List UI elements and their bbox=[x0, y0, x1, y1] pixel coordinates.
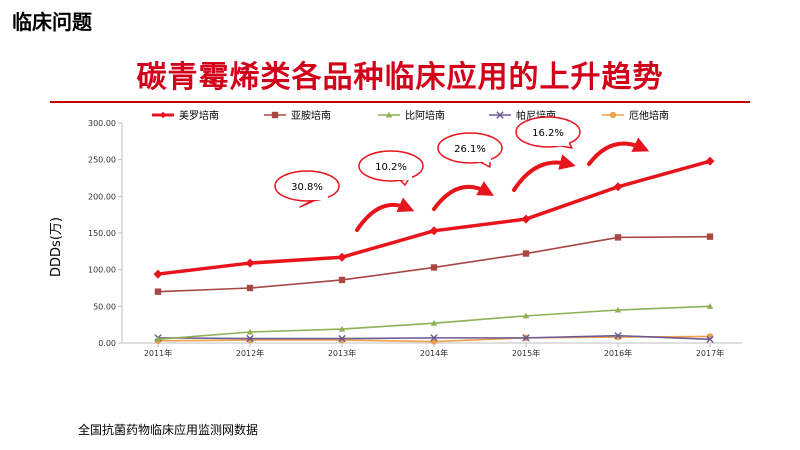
data-point bbox=[613, 182, 623, 192]
legend-item: 美罗培南 bbox=[152, 109, 219, 122]
data-point bbox=[430, 334, 438, 342]
growth-rate-label: 26.1% bbox=[454, 144, 486, 155]
x-tick-label: 2013年 bbox=[328, 348, 356, 358]
data-point bbox=[246, 328, 254, 335]
page-title: 碳青霉烯类各品种临床应用的上升趋势 bbox=[136, 60, 664, 95]
data-point bbox=[609, 111, 617, 119]
data-point bbox=[246, 284, 254, 292]
legend-label: 美罗培南 bbox=[179, 109, 219, 122]
growth-annotation: 10.2% bbox=[358, 150, 495, 211]
data-point bbox=[154, 336, 162, 342]
legend-label: 比阿培南 bbox=[405, 109, 445, 122]
y-tick-label: 50.00 bbox=[93, 302, 116, 311]
callout-bubble bbox=[515, 116, 581, 148]
growth-annotation: 16.2% bbox=[515, 116, 650, 166]
data-point bbox=[429, 226, 439, 236]
data-point bbox=[154, 288, 162, 295]
section-label: 临床问题 bbox=[12, 10, 92, 34]
data-point bbox=[338, 334, 346, 343]
data-point bbox=[271, 111, 279, 119]
line-chart: 0.00 50.00 100.00 150.00 200.00 250.00 300.00 2… bbox=[49, 109, 742, 358]
growth-annotation: 30.8% bbox=[274, 170, 415, 232]
y-tick-label: 150.00 bbox=[88, 229, 116, 238]
series-亚胺培南 bbox=[154, 233, 714, 295]
data-point bbox=[614, 234, 622, 241]
data-point bbox=[522, 250, 530, 257]
growth-rate-label: 10.2% bbox=[375, 162, 407, 173]
callout-join bbox=[396, 176, 412, 180]
legend-item: 比阿培南 bbox=[378, 109, 445, 122]
data-point bbox=[338, 325, 346, 332]
data-point-stroke bbox=[430, 334, 438, 342]
callout-join bbox=[553, 142, 569, 146]
data-point bbox=[337, 252, 347, 262]
y-tick-label: 300.00 bbox=[88, 119, 116, 128]
growth-rate-label: 16.2% bbox=[532, 128, 564, 139]
y-axis-title: DDDs(万) bbox=[49, 217, 64, 277]
data-point-stroke bbox=[338, 334, 346, 343]
growth-rate-label: 30.8% bbox=[291, 182, 323, 193]
callout-bubble bbox=[437, 132, 503, 164]
y-tick-label: 250.00 bbox=[88, 156, 116, 165]
callout-bubble bbox=[358, 150, 424, 182]
growth-annotation: 26.1% bbox=[437, 132, 576, 192]
series-line bbox=[156, 159, 712, 276]
data-point-stroke bbox=[496, 111, 504, 119]
growth-arrow bbox=[512, 154, 576, 192]
y-tick-label: 0.00 bbox=[98, 339, 116, 348]
callout-join bbox=[312, 196, 328, 200]
data-point bbox=[705, 156, 715, 166]
callout-join bbox=[475, 158, 491, 162]
data-point bbox=[430, 320, 438, 326]
data-point bbox=[706, 335, 714, 344]
x-tick-label: 2015年 bbox=[512, 348, 540, 358]
data-point bbox=[496, 111, 504, 119]
x-tick-label: 2016年 bbox=[604, 348, 632, 358]
data-point bbox=[522, 334, 530, 342]
data-point bbox=[338, 276, 346, 284]
growth-arrow bbox=[587, 137, 650, 166]
data-point-stroke bbox=[614, 331, 622, 340]
data-point bbox=[614, 306, 622, 313]
growth-arrow bbox=[432, 181, 495, 211]
legend-item: 厄他培南 bbox=[602, 109, 669, 122]
data-point bbox=[246, 334, 254, 343]
data-point bbox=[153, 269, 163, 279]
x-tick-label: 2017年 bbox=[696, 348, 724, 358]
data-point bbox=[430, 264, 438, 271]
x-tick-label: 2014年 bbox=[420, 348, 448, 358]
growth-arrow bbox=[355, 197, 415, 232]
data-point bbox=[521, 214, 531, 224]
callout-bubble bbox=[274, 170, 340, 202]
data-point bbox=[706, 233, 714, 240]
legend-item: 亚胺培南 bbox=[264, 109, 331, 122]
data-point bbox=[614, 331, 622, 340]
series-比阿培南 bbox=[154, 303, 714, 342]
x-tick-label: 2011年 bbox=[144, 348, 172, 358]
data-point-stroke bbox=[246, 334, 254, 343]
data-point-stroke bbox=[522, 334, 530, 342]
y-tick-label: 100.00 bbox=[88, 266, 116, 275]
x-tick-label: 2012年 bbox=[236, 348, 264, 358]
data-point bbox=[159, 111, 167, 119]
data-point bbox=[706, 303, 714, 309]
data-point bbox=[385, 111, 393, 118]
y-tick-label: 200.00 bbox=[88, 192, 116, 201]
source-note: 全国抗菌药物临床应用监测网数据 bbox=[78, 423, 259, 437]
title-underline bbox=[50, 101, 750, 103]
legend-label: 厄他培南 bbox=[629, 109, 669, 122]
data-point bbox=[522, 312, 530, 319]
data-point-stroke bbox=[706, 335, 714, 344]
series-美罗培南 bbox=[153, 156, 715, 279]
legend-label: 亚胺培南 bbox=[291, 109, 331, 122]
data-point bbox=[245, 258, 255, 268]
